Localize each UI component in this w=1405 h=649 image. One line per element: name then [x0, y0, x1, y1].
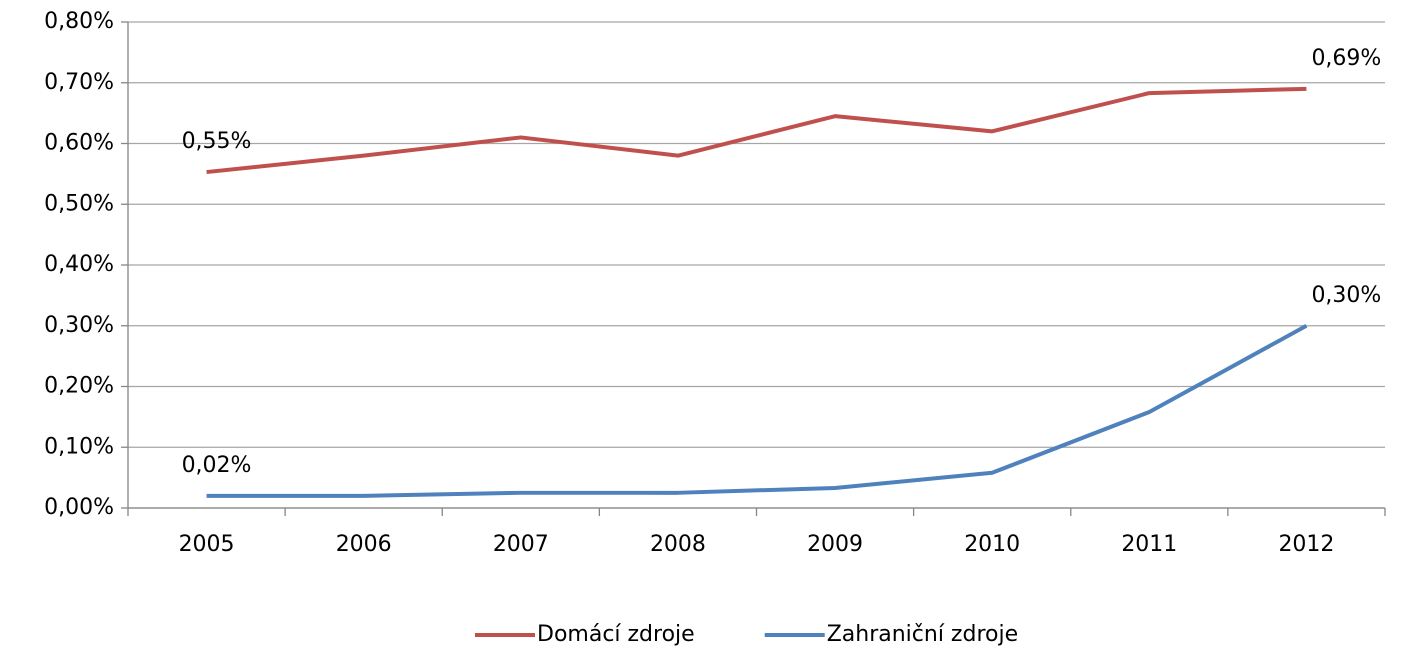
x-tick-label: 2006: [336, 532, 392, 557]
x-tick-label: 2007: [493, 532, 549, 557]
series-line: [206, 323, 1308, 498]
y-tick-label: 0,80%: [44, 9, 114, 34]
y-tick-label: 0,70%: [44, 70, 114, 95]
data-label: 0,30%: [1311, 283, 1381, 308]
y-tick-label: 0,60%: [44, 131, 114, 156]
legend-label: Zahraniční zdroje: [827, 622, 1018, 647]
y-tick-label: 0,30%: [44, 313, 114, 338]
y-tick-label: 0,20%: [44, 374, 114, 399]
series-line: [206, 86, 1307, 175]
y-tick-label: 0,50%: [44, 191, 114, 216]
y-tick-label: 0,10%: [44, 434, 114, 459]
x-tick-label: 2010: [964, 532, 1020, 557]
x-tick-label: 2009: [807, 532, 863, 557]
y-tick-label: 0,40%: [44, 252, 114, 277]
x-tick-label: 2011: [1121, 532, 1177, 557]
data-label: 0,02%: [182, 453, 252, 478]
legend-label: Domácí zdroje: [537, 622, 695, 647]
x-tick-label: 2005: [179, 532, 235, 557]
x-tick-label: 2008: [650, 532, 706, 557]
data-label: 0,69%: [1311, 46, 1381, 71]
x-tick-label: 2012: [1278, 532, 1334, 557]
data-label: 0,55%: [182, 129, 252, 154]
y-tick-label: 0,00%: [44, 495, 114, 520]
